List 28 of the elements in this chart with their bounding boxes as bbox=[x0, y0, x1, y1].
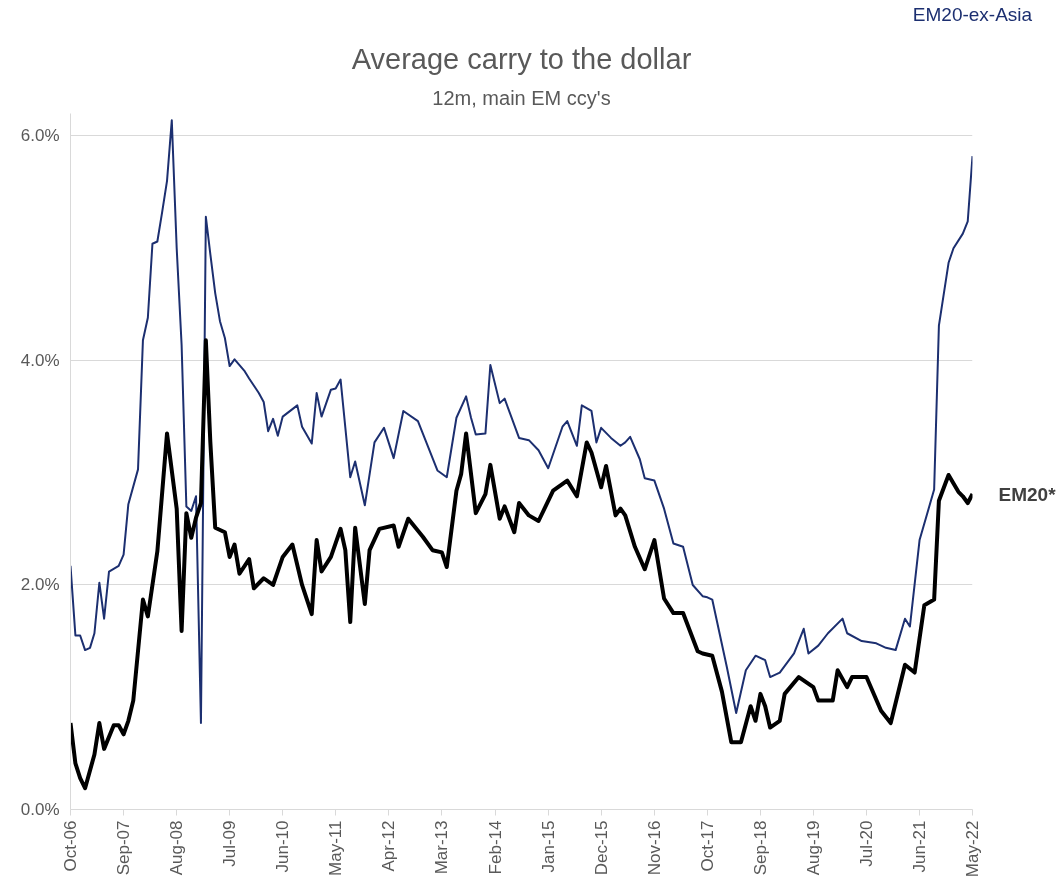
x-tick-label: May-11 bbox=[326, 820, 346, 876]
line-series bbox=[70, 119, 973, 725]
y-tick-label: 2.0% bbox=[20, 575, 60, 595]
x-tick-label: Sep-07 bbox=[114, 820, 134, 876]
x-tick-label: Jan-15 bbox=[538, 820, 558, 873]
x-tick-label: Mar-13 bbox=[432, 820, 452, 875]
x-tick-label: Aug-19 bbox=[803, 820, 823, 876]
x-tick-label: Jun-10 bbox=[273, 820, 293, 873]
x-tick-label: Sep-18 bbox=[750, 820, 770, 876]
x-tick-label: Apr-12 bbox=[379, 820, 399, 872]
x-tick-label: May-22 bbox=[963, 820, 982, 878]
y-tick-label: 4.0% bbox=[20, 350, 60, 370]
x-tick-label: Jun-21 bbox=[910, 820, 930, 873]
series-label: EM20* bbox=[998, 483, 1057, 505]
x-tick-label: Jul-20 bbox=[856, 820, 876, 867]
y-tick-label: 6.0% bbox=[20, 126, 60, 146]
text: EM20-ex-Asia bbox=[912, 3, 1033, 25]
x-tick-label: Feb-14 bbox=[485, 820, 505, 875]
x-tick-label: Aug-08 bbox=[167, 820, 187, 876]
x-tick-label: Jul-09 bbox=[220, 820, 240, 867]
chart-subtitle: 12m, main EM ccy's bbox=[432, 86, 611, 109]
chart-title: Average carry to the dollar bbox=[351, 42, 692, 75]
x-tick-label: Oct-17 bbox=[697, 820, 717, 872]
x-tick-label: Oct-06 bbox=[61, 820, 80, 872]
x-tick-label: Nov-16 bbox=[644, 820, 664, 876]
x-tick-label: Dec-15 bbox=[591, 820, 611, 876]
line-series bbox=[70, 338, 973, 791]
y-tick-label: 0.0% bbox=[20, 800, 60, 819]
